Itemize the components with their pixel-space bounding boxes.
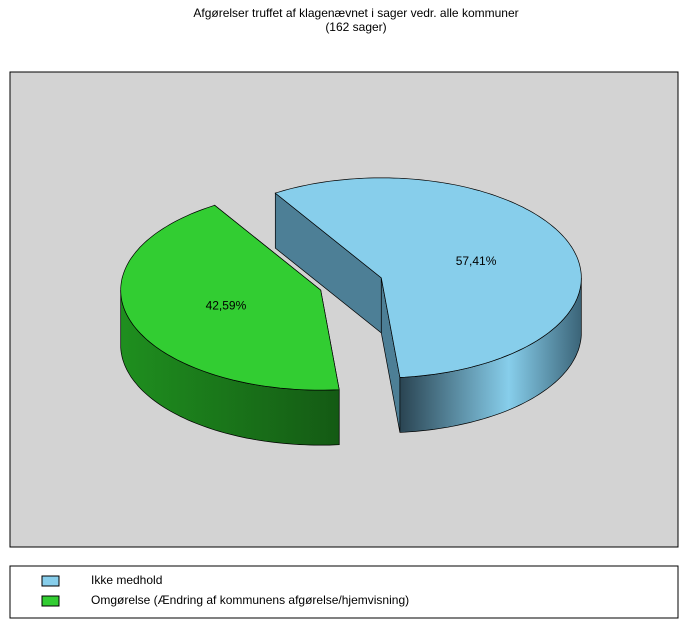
pie: 57,41% 42,59% bbox=[120, 177, 582, 446]
chart-subtitle: (162 sager) bbox=[325, 20, 386, 34]
data-label: 57,41% bbox=[456, 254, 497, 268]
slice bbox=[274, 177, 582, 378]
legend-swatch bbox=[41, 595, 60, 607]
legend-swatch bbox=[41, 575, 60, 587]
data-label: 42,59% bbox=[206, 298, 247, 312]
chart-title: Afgørelser truffet af klagenævnet i sage… bbox=[193, 6, 518, 20]
legend-label: Ikke medhold bbox=[91, 573, 162, 587]
legend-label: Omgørelse (Ændring af kommunens afgørels… bbox=[91, 593, 409, 607]
legend bbox=[9, 565, 679, 619]
slice bbox=[120, 204, 340, 391]
